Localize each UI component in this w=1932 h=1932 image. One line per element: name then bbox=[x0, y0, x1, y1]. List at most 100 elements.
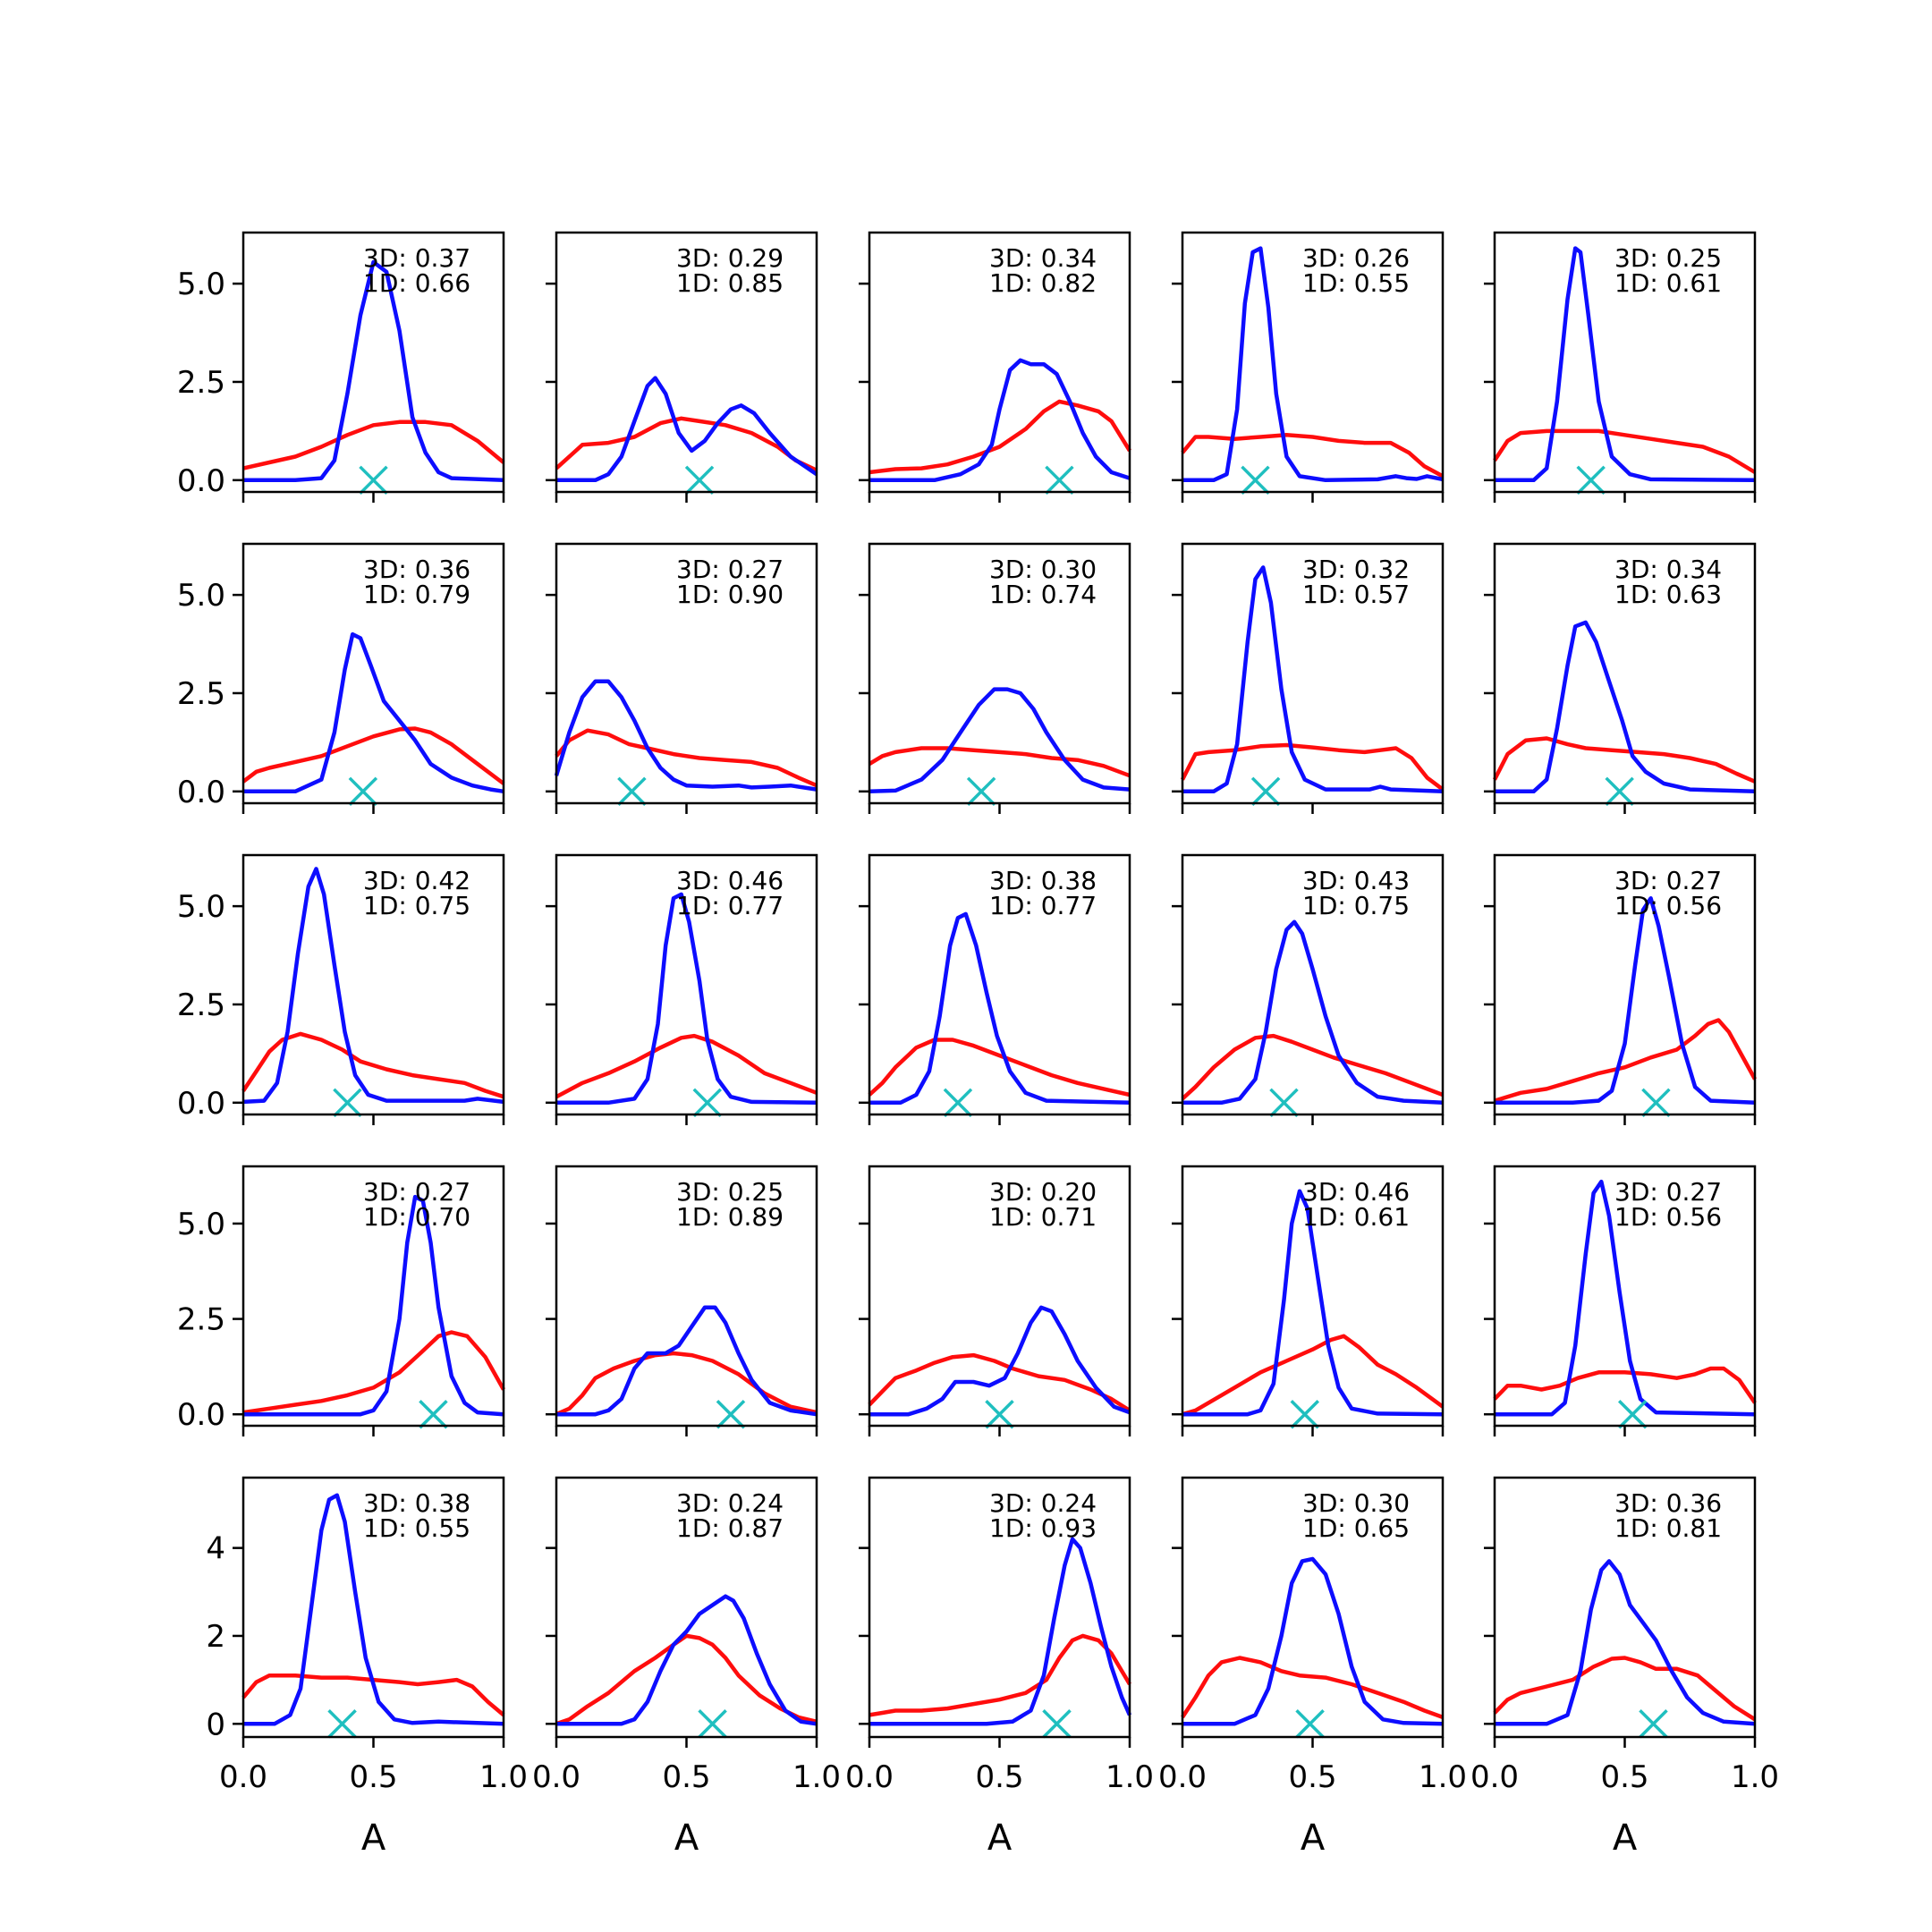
panel-r2c5-label-1d: 1D: 0.63 bbox=[1614, 580, 1722, 609]
panel-r2c3-red-density-line bbox=[868, 746, 1131, 778]
panel-r2c3-blue-density-line bbox=[869, 687, 1131, 794]
panel-r4c5-red-density-line bbox=[1493, 1366, 1757, 1404]
panel-r5c4-true-value-marker bbox=[1295, 1709, 1325, 1739]
panel-r5c2-x-axis-label: A bbox=[674, 1818, 699, 1859]
panel-r3c5-label-3d: 3D: 0.27 bbox=[1614, 866, 1722, 895]
panel-r5c3-red-density-line bbox=[869, 1633, 1131, 1717]
panel-r5c4-xtick-label: 0.0 bbox=[1158, 1759, 1207, 1795]
panel-r4c2-label-3d: 3D: 0.25 bbox=[676, 1177, 784, 1207]
panel-r2c1-true-value-marker bbox=[348, 776, 378, 807]
panel-r4c4-true-value-marker bbox=[1290, 1399, 1320, 1429]
panel-r2c4-true-value-marker bbox=[1250, 776, 1281, 807]
panel-r5c3-xtick-label: 0.0 bbox=[845, 1759, 894, 1795]
panel-r3c5-blue-density-line bbox=[1495, 896, 1756, 1106]
panel-r5c5-red-density-line bbox=[1493, 1656, 1757, 1722]
panel-r4c2-label-1d: 1D: 0.89 bbox=[676, 1202, 784, 1232]
panel-r5c4-xtick-label: 1.0 bbox=[1419, 1759, 1467, 1795]
panel-r5c2-xtick-label: 1.0 bbox=[792, 1759, 841, 1795]
panel-r3c1-blue-density-line bbox=[242, 867, 504, 1105]
panel-r1c1-red-density-line bbox=[242, 419, 505, 470]
panel-r5c2-label-3d: 3D: 0.24 bbox=[676, 1488, 784, 1518]
panel-r4c4-label-3d: 3D: 0.46 bbox=[1302, 1177, 1410, 1207]
panel-r3c2-label-3d: 3D: 0.46 bbox=[676, 866, 784, 895]
panel-r5c2-xtick-label: 0.0 bbox=[532, 1759, 580, 1795]
panel-r3c1-ytick-label: 5.0 bbox=[177, 889, 225, 925]
panel-r3c1-ytick-label: 0.0 bbox=[177, 1086, 225, 1122]
panel-r5c4-label-1d: 1D: 0.65 bbox=[1302, 1513, 1410, 1543]
panel-r2c1-label-1d: 1D: 0.79 bbox=[363, 580, 470, 609]
panel-r2c3-true-value-marker bbox=[966, 776, 996, 807]
panel-r2c1-ytick-label: 0.0 bbox=[177, 775, 225, 810]
panel-r2c2-true-value-marker bbox=[617, 776, 647, 807]
panel-r4c5-label-1d: 1D: 0.56 bbox=[1614, 1202, 1722, 1232]
panel-r3c4-blue-density-line bbox=[1182, 919, 1444, 1106]
panel-r1c5-blue-density-line bbox=[1495, 246, 1756, 483]
panel-r4c3-true-value-marker bbox=[985, 1399, 1014, 1429]
panel-r4c5-label-3d: 3D: 0.27 bbox=[1614, 1177, 1722, 1207]
panel-r2c1-blue-density-line bbox=[243, 631, 504, 794]
panel-r1c4-label-1d: 1D: 0.55 bbox=[1302, 268, 1410, 298]
panel-r5c5-label-1d: 1D: 0.81 bbox=[1614, 1513, 1722, 1543]
panel-r2c4-label-1d: 1D: 0.57 bbox=[1302, 580, 1410, 609]
panel-r3c5-red-density-line bbox=[1494, 1018, 1757, 1103]
panel-r4c1-ytick-label: 2.5 bbox=[177, 1302, 225, 1338]
panel-r1c5-true-value-marker bbox=[1576, 465, 1606, 496]
panel-r1c3-label-3d: 3D: 0.34 bbox=[989, 243, 1097, 273]
panel-r3c1-ytick-label: 2.5 bbox=[177, 987, 225, 1023]
panel-r1c2-red-density-line bbox=[555, 416, 818, 472]
panel-r5c1-xtick-label: 0.5 bbox=[349, 1759, 397, 1795]
panel-r3c2-label-1d: 1D: 0.77 bbox=[676, 891, 784, 920]
panel-r4c3-red-density-line bbox=[868, 1352, 1131, 1412]
panel-r4c4-red-density-line bbox=[1182, 1334, 1445, 1417]
panel-r4c1-red-density-line bbox=[242, 1330, 505, 1415]
panel-r2c2-red-density-line bbox=[555, 728, 818, 788]
panel-r5c5-xtick-label: 1.0 bbox=[1731, 1759, 1779, 1795]
panel-r5c4-red-density-line bbox=[1181, 1656, 1444, 1720]
panel-r3c1-label-1d: 1D: 0.75 bbox=[363, 891, 470, 920]
panel-r1c2-true-value-marker bbox=[684, 465, 715, 496]
panel-r2c2-label-3d: 3D: 0.27 bbox=[676, 555, 784, 584]
panel-r5c5-blue-density-line bbox=[1495, 1559, 1756, 1726]
panel-r1c3-red-density-line bbox=[869, 399, 1131, 475]
panel-r5c3-x-axis-label: A bbox=[987, 1818, 1013, 1859]
panel-r1c1-ytick-label: 0.0 bbox=[177, 463, 225, 499]
panel-r3c4-red-density-line bbox=[1181, 1033, 1444, 1101]
panel-r1c2-label-1d: 1D: 0.85 bbox=[676, 268, 784, 298]
panel-r4c1-label-1d: 1D: 0.70 bbox=[363, 1202, 470, 1232]
panel-r5c3-blue-density-line bbox=[869, 1537, 1132, 1726]
panel-r4c1-ytick-label: 0.0 bbox=[177, 1397, 225, 1433]
panel-r5c5-xtick-label: 0.5 bbox=[1600, 1759, 1648, 1795]
panel-r5c1-red-density-line bbox=[242, 1673, 505, 1717]
panel-r5c2-label-1d: 1D: 0.87 bbox=[676, 1513, 784, 1543]
panel-r1c1-true-value-marker bbox=[359, 465, 388, 496]
panel-r3c3-label-3d: 3D: 0.38 bbox=[989, 866, 1097, 895]
panel-r2c5-true-value-marker bbox=[1605, 776, 1634, 807]
panel-r1c1-ytick-label: 2.5 bbox=[177, 365, 225, 401]
panel-r5c1-true-value-marker bbox=[327, 1709, 357, 1739]
panel-r5c4-blue-density-line bbox=[1182, 1556, 1444, 1726]
panel-r5c1-label-1d: 1D: 0.55 bbox=[363, 1513, 470, 1543]
panel-r2c4-label-3d: 3D: 0.32 bbox=[1302, 555, 1410, 584]
panel-r1c1-blue-density-line bbox=[243, 259, 504, 483]
panel-r2c1-ytick-label: 5.0 bbox=[177, 578, 225, 614]
panel-r3c2-red-density-line bbox=[555, 1033, 818, 1099]
panel-r1c2-label-3d: 3D: 0.29 bbox=[676, 243, 784, 273]
panel-r5c3-label-3d: 3D: 0.24 bbox=[989, 1488, 1097, 1518]
panel-r2c1-red-density-line bbox=[242, 726, 505, 785]
panel-r4c3-label-3d: 3D: 0.20 bbox=[989, 1177, 1097, 1207]
panel-r1c4-blue-density-line bbox=[1182, 246, 1444, 483]
panel-r5c1-ytick-label: 0 bbox=[206, 1707, 225, 1742]
panel-r3c5-true-value-marker bbox=[1641, 1088, 1671, 1118]
panel-r3c3-label-1d: 1D: 0.77 bbox=[989, 891, 1097, 920]
panel-r3c3-red-density-line bbox=[868, 1038, 1131, 1097]
panel-r2c2-blue-density-line bbox=[554, 679, 818, 792]
panel-r1c2-blue-density-line bbox=[556, 376, 818, 483]
panel-r5c4-xtick-label: 0.5 bbox=[1288, 1759, 1336, 1795]
panel-r2c4-blue-density-line bbox=[1182, 565, 1444, 794]
panel-r1c4-true-value-marker bbox=[1241, 465, 1270, 496]
panel-r3c5-label-1d: 1D: 0.56 bbox=[1614, 891, 1722, 920]
panel-r4c1-true-value-marker bbox=[419, 1399, 448, 1429]
panel-r5c3-label-1d: 1D: 0.93 bbox=[989, 1513, 1097, 1543]
panel-r4c2-true-value-marker bbox=[716, 1399, 746, 1429]
